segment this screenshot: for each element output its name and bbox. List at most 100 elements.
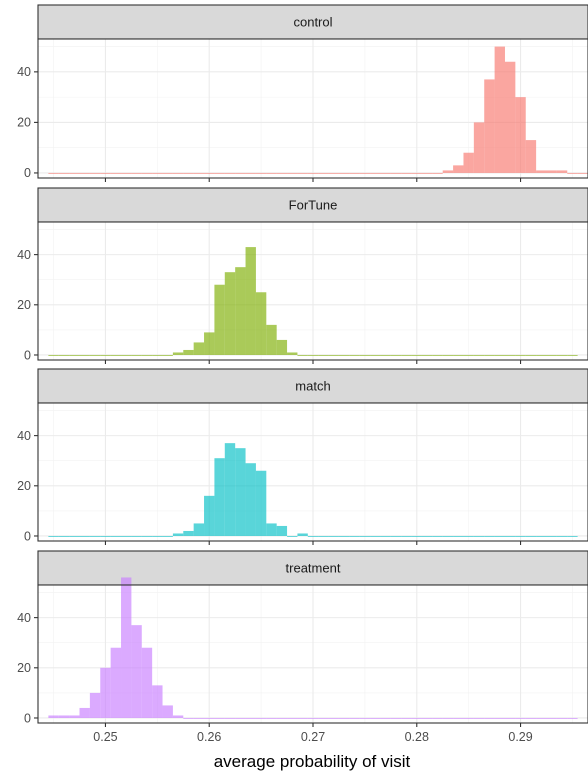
histogram-bar (110, 647, 122, 718)
histogram-bar (349, 354, 360, 356)
histogram-bar (89, 172, 101, 174)
histogram-bar (401, 354, 412, 356)
histogram-bar (48, 535, 59, 537)
histogram-bar (235, 448, 246, 536)
histogram-bar (287, 172, 298, 174)
histogram-bar (152, 354, 163, 356)
histogram-bar (453, 535, 464, 537)
histogram-bar (328, 717, 339, 719)
histogram-bar (442, 170, 454, 173)
histogram-bar (328, 535, 339, 537)
histogram-bar (141, 535, 153, 537)
histogram-bar (235, 717, 246, 719)
histogram-bar (204, 172, 215, 174)
histogram-bar (131, 354, 142, 356)
histogram-bar (432, 354, 443, 356)
histogram-bar (390, 535, 402, 537)
histogram-bar (110, 354, 122, 356)
histogram-bar (328, 354, 339, 356)
histogram-bar (307, 172, 319, 174)
histogram-bar (390, 172, 402, 174)
histogram-bar (504, 354, 516, 356)
histogram-bar (463, 535, 474, 537)
histogram-bar (79, 354, 90, 356)
x-tick-label: 0.27 (301, 730, 325, 744)
histogram-bar (567, 535, 578, 537)
histogram-bar (515, 354, 526, 356)
histogram-bar (204, 495, 215, 536)
histogram-bar (556, 170, 568, 173)
histogram-bar (411, 354, 422, 356)
histogram-bar (214, 172, 225, 174)
histogram-bar (58, 715, 70, 718)
histogram-bar (297, 172, 308, 174)
histogram-bar (473, 535, 485, 537)
histogram-bar (494, 354, 505, 356)
histogram-bar (525, 717, 537, 719)
histogram-bar (110, 172, 122, 174)
histogram-bar (193, 523, 205, 536)
histogram-bar (536, 717, 547, 719)
histogram-bar (328, 172, 339, 174)
histogram-bar (162, 172, 173, 174)
x-axis-title: average probability of visit (214, 752, 411, 771)
histogram-bar (484, 79, 495, 173)
y-tick-label: 20 (17, 661, 31, 675)
histogram-bar (266, 324, 277, 355)
histogram-bar (307, 354, 319, 356)
histogram-bar (494, 535, 505, 537)
histogram-bar (224, 172, 236, 174)
facet-panel-control: control 0 20 40 (17, 4, 588, 182)
histogram-bar (359, 354, 371, 356)
histogram-bar (401, 717, 412, 719)
histogram-bar (172, 715, 184, 718)
histogram-bar (141, 354, 153, 356)
histogram-bar (110, 535, 122, 537)
histogram-bar (546, 535, 557, 537)
histogram-bar (214, 717, 225, 719)
y-tick-label: 0 (24, 348, 31, 362)
histogram-bar (172, 172, 184, 174)
histogram-bar (484, 717, 495, 719)
histogram-bar (318, 717, 329, 719)
histogram-bar (411, 172, 422, 174)
histogram-bar (515, 535, 526, 537)
histogram-bar (162, 535, 173, 537)
histogram-bar (48, 172, 59, 174)
histogram-bar (255, 470, 267, 536)
histogram-bar (89, 354, 101, 356)
histogram-bar (536, 354, 547, 356)
facet-strip-label: match (295, 379, 330, 394)
histogram-bar (100, 667, 111, 718)
histogram-bar (546, 354, 557, 356)
histogram-bar (504, 717, 516, 719)
histogram-bar (442, 354, 454, 356)
histogram-bar (556, 354, 568, 356)
histogram-bar (556, 717, 568, 719)
histogram-bar (504, 61, 516, 173)
facet-strip-label: control (293, 15, 332, 30)
facet-panel-treatment: treatment 0 20 40 (17, 550, 588, 727)
histogram-bar (100, 354, 111, 356)
histogram-bar (100, 172, 111, 174)
histogram-bar (162, 705, 173, 718)
y-tick-label: 40 (17, 611, 31, 625)
histogram-bar (100, 535, 111, 537)
x-tick-label: 0.25 (93, 730, 117, 744)
histogram-bar (504, 535, 516, 537)
histogram-bar (525, 535, 537, 537)
histogram-bar (453, 165, 464, 173)
facet-panel-fortune: ForTune 0 20 40 (17, 187, 588, 364)
y-tick-label: 0 (24, 711, 31, 725)
histogram-bar (453, 354, 464, 356)
histogram-bar (141, 647, 153, 718)
histogram-bar (567, 717, 578, 719)
histogram-bar (380, 354, 391, 356)
histogram-bar (266, 717, 277, 719)
histogram-bar (338, 354, 350, 356)
histogram-bar (69, 172, 80, 174)
histogram-bar (515, 97, 526, 173)
x-axis: 0.25 0.26 0.27 0.28 0.29 (93, 730, 532, 744)
y-tick-label: 40 (17, 65, 31, 79)
